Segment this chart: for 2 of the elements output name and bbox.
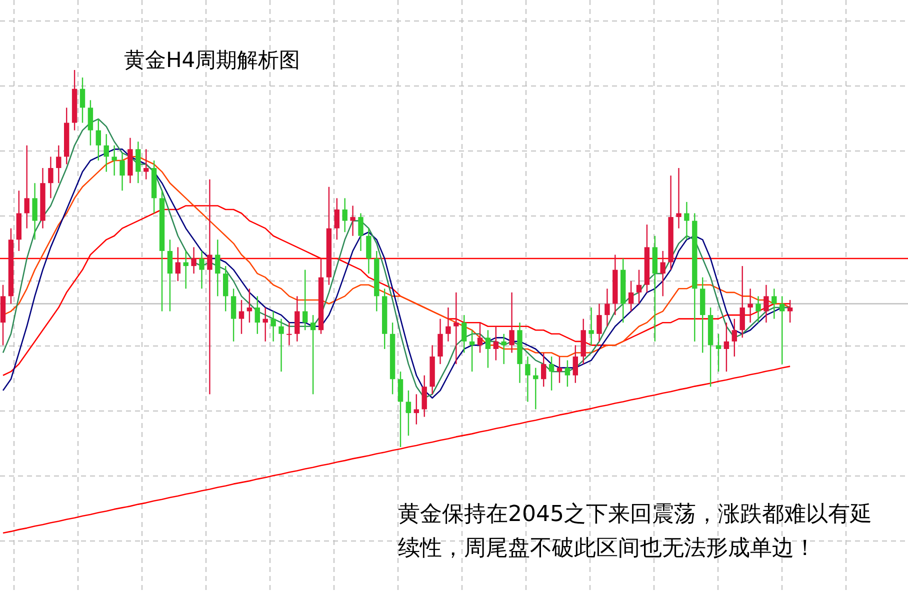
annotation: 黄金保持在2045之下来回震荡，涨跌都难以有延续性，周尾盘不破此区间也无法形成单边！ [398, 501, 873, 563]
title: 黄金H4周期解析图 [124, 47, 300, 74]
